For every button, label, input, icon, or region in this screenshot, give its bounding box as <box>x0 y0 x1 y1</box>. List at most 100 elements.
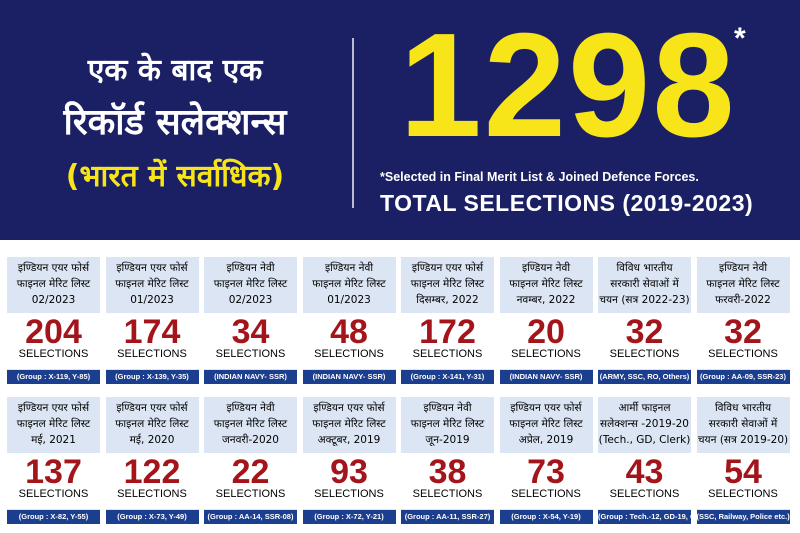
card-title: इण्डियन नेवी फाइनल मेरिट लिस्ट जून-2019 <box>401 400 494 448</box>
headline-line-1: एक के बाद एक <box>87 53 263 88</box>
card-title: इण्डियन एयर फोर्स फाइनल मेरिट लिस्ट दिसम… <box>401 260 494 308</box>
card-title: इण्डियन एयर फोर्स फाइनल मेरिट लिस्ट 01/2… <box>106 260 199 308</box>
card-label-bg <box>302 489 396 509</box>
group-footer-bar: (Group : X-54, Y-19) <box>499 510 593 524</box>
selections-label: SELECTIONS <box>609 488 680 500</box>
selection-card: विविध भारतीय सरकारी सेवाओं में चयन (सत्र… <box>696 397 790 524</box>
card-title-line: नवम्बर, 2022 <box>516 294 576 306</box>
card-title-line: फाइनल मेरिट लिस्ट <box>410 418 485 430</box>
card-number-bg <box>401 313 494 349</box>
group-footer-bar: (Group : X-73, Y-49) <box>105 510 199 524</box>
selection-count: 38 <box>428 453 467 491</box>
card-title-line: विविध भारतीय <box>616 262 673 274</box>
card-title-line: इण्डियन नेवी <box>226 402 275 414</box>
card-title: इण्डियन एयर फोर्स फाइनल मेरिट लिस्ट अप्र… <box>500 400 593 448</box>
footnote-text: *Selected in Final Merit List & Joined D… <box>380 170 699 184</box>
card-title-line: इण्डियन नेवी <box>423 402 472 414</box>
selections-label: SELECTIONS <box>708 488 778 500</box>
selection-card: इण्डियन एयर फोर्स फाइनल मेरिट लिस्ट मई, … <box>105 397 199 524</box>
card-title-line: जून-2019 <box>425 434 470 446</box>
card-title-line: फाइनल मेरिट लिस्ट <box>213 278 288 290</box>
selection-count: 172 <box>419 313 476 351</box>
selection-card: इण्डियन एयर फोर्स फाइनल मेरिट लिस्ट अप्र… <box>499 397 593 524</box>
card-number-bg <box>598 453 691 489</box>
card-label-bg <box>204 489 297 509</box>
card-title-line: फाइनल मेरिट लिस्ट <box>312 278 386 290</box>
card-number-bg <box>204 453 297 489</box>
vertical-divider <box>352 38 354 208</box>
card-label-bg <box>598 489 691 509</box>
card-number-bg <box>302 313 396 349</box>
selection-card: इण्डियन एयर फोर्स फाइनल मेरिट लिस्ट अक्ट… <box>302 397 396 524</box>
card-title-line: फाइनल मेरिट लिस्ट <box>509 418 583 430</box>
card-title-line: इण्डियन नेवी <box>521 262 571 274</box>
card-title-line: इण्डियन एयर फोर्स <box>116 402 188 414</box>
card-title: इण्डियन नेवी फाइनल मेरिट लिस्ट जनवरी-202… <box>204 400 297 448</box>
selection-card: विविध भारतीय सरकारी सेवाओं में चयन (सत्र… <box>598 257 691 384</box>
selection-card: इण्डियन नेवी फाइनल मेरिट लिस्ट 01/2023 4… <box>302 257 396 384</box>
card-number-bg <box>302 453 396 489</box>
group-footer-bar: (INDIAN NAVY- SSR) <box>204 370 297 384</box>
card-title-line: 02/2023 <box>31 294 76 306</box>
selection-count: 204 <box>25 313 82 351</box>
selection-count: 122 <box>123 453 181 491</box>
selection-card: इण्डियन एयर फोर्स फाइनल मेरिट लिस्ट 01/2… <box>105 257 199 384</box>
selections-label: SELECTIONS <box>18 348 89 360</box>
card-title: इण्डियन एयर फोर्स फाइनल मेरिट लिस्ट अक्ट… <box>303 400 396 448</box>
card-title: आर्मी फाइनल सलेक्शन्स -2019-20 (Tech., G… <box>598 400 691 448</box>
card-label-bg <box>7 349 100 369</box>
selection-card: इण्डियन एयर फोर्स फाइनल मेरिट लिस्ट मई, … <box>7 397 100 524</box>
card-title-line: 02/2023 <box>228 294 273 306</box>
selections-label: SELECTIONS <box>215 348 286 360</box>
card-title-line: फाइनल मेरिट लिस्ट <box>16 418 91 430</box>
selection-count: 48 <box>330 313 368 351</box>
card-title-line: इण्डियन एयर फोर्स <box>17 402 90 414</box>
group-footer-bar: (ARMY, SSC, RO, Others) <box>598 370 691 384</box>
card-label-bg <box>499 489 593 509</box>
card-title: इण्डियन नेवी फाइनल मेरिट लिस्ट नवम्बर, 2… <box>500 260 593 308</box>
selections-label: SELECTIONS <box>314 488 384 500</box>
card-number-bg <box>204 313 297 349</box>
group-footer-bar: (Group : X-72, Y-21) <box>302 510 396 524</box>
card-title-line: अप्रेल, 2019 <box>518 434 574 446</box>
card-title-line: इण्डियन एयर फोर्स <box>17 262 90 274</box>
card-label-bg <box>696 349 790 369</box>
card-title-line: इण्डियन एयर फोर्स <box>313 402 385 414</box>
card-title-line: (Tech., GD, Clerk) <box>598 434 691 446</box>
selections-label: SELECTIONS <box>412 488 483 500</box>
group-footer-bar: (Group : X-82, Y-55) <box>7 510 100 524</box>
group-footer-bar: (Group : AA-14, SSR-08) <box>204 510 297 524</box>
selections-label: SELECTIONS <box>117 488 187 500</box>
selection-count: 34 <box>231 313 270 351</box>
card-title-line: इण्डियन नेवी <box>718 262 768 274</box>
selection-count: 93 <box>330 453 368 491</box>
selection-card: इण्डियन नेवी फाइनल मेरिट लिस्ट 02/2023 3… <box>204 257 297 384</box>
card-title-line: दिसम्बर, 2022 <box>416 294 479 306</box>
card-title-line: आर्मी फाइनल <box>618 402 671 414</box>
card-title-line: फाइनल मेरिट लिस्ट <box>115 278 189 290</box>
card-title: विविध भारतीय सरकारी सेवाओं में चयन (सत्र… <box>697 400 790 448</box>
card-label-bg <box>499 349 593 369</box>
card-title-line: इण्डियन एयर फोर्स <box>116 262 188 274</box>
selections-label: SELECTIONS <box>18 488 89 500</box>
card-title-line: फाइनल मेरिट लिस्ट <box>115 418 189 430</box>
card-label-bg <box>7 489 100 509</box>
card-title-line: मई, 2020 <box>129 434 175 446</box>
card-label-bg <box>204 349 297 369</box>
selection-card: इण्डियन नेवी फाइनल मेरिट लिस्ट नवम्बर, 2… <box>499 257 593 384</box>
card-title: इण्डियन नेवी फाइनल मेरिट लिस्ट 01/2023 <box>303 260 396 308</box>
group-footer-bar: (Group : X-119, Y-85) <box>7 370 100 384</box>
card-title-line: फाइनल मेरिट लिस्ट <box>312 418 386 430</box>
card-title-line: इण्डियन एयर फोर्स <box>510 402 582 414</box>
card-label-bg <box>105 489 199 509</box>
card-number-bg <box>105 313 199 349</box>
selections-label: SELECTIONS <box>117 348 187 360</box>
card-title-line: विविध भारतीय <box>714 402 772 414</box>
card-title-line: जनवरी-2020 <box>222 434 279 446</box>
card-label-bg <box>696 489 790 509</box>
selection-count: 73 <box>527 453 565 491</box>
selection-count: 20 <box>527 313 565 351</box>
group-footer-bar: (INDIAN NAVY- SSR) <box>499 370 593 384</box>
asterisk-mark: * <box>734 22 746 55</box>
selection-count: 137 <box>25 453 82 491</box>
